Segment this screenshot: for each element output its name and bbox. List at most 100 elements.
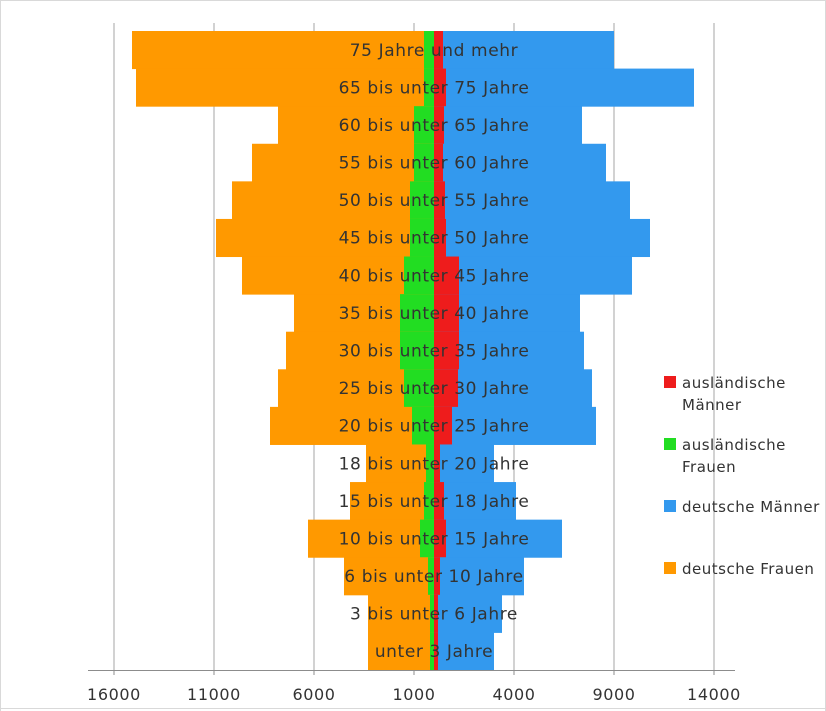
category-label-4: 50 bis unter 55 Jahre: [339, 191, 530, 211]
bar-deutsche-männer-16: [434, 632, 494, 671]
bar-ausländische-männer-15: [434, 594, 438, 633]
bar-ausländische-frauen-9: [404, 369, 434, 408]
bar-ausländische-männer-12: [434, 482, 444, 521]
category-label-6: 40 bis unter 45 Jahre: [339, 266, 530, 286]
frame-top-border: [0, 0, 826, 1]
bar-deutsche-männer-0: [434, 31, 614, 70]
category-label-14: 6 bis unter 10 Jahre: [344, 567, 523, 587]
bar-ausländische-frauen-7: [400, 294, 434, 333]
category-label-0: 75 Jahre und mehr: [350, 41, 518, 61]
legend-label-0: ausländische Männer: [682, 374, 786, 414]
category-label-8: 30 bis unter 35 Jahre: [339, 342, 530, 362]
legend-swatch-2: [664, 500, 676, 512]
bar-ausländische-männer-9: [434, 369, 458, 408]
bar-deutsche-männer-2: [434, 106, 582, 145]
x-axis: 16000 11000 6000 1000 4000 9000 14000: [87, 670, 741, 704]
bar-ausländische-männer-2: [434, 106, 444, 145]
bar-deutsche-frauen-5: [216, 218, 434, 258]
bar-ausländische-männer-5: [434, 218, 446, 258]
bar-ausländische-frauen-13: [420, 519, 434, 558]
bar-deutsche-männer-12: [434, 482, 516, 521]
x-tick-label-1: 11000: [187, 685, 241, 704]
category-label-5: 45 bis unter 50 Jahre: [339, 229, 530, 249]
legend-label-3: deutsche Frauen: [682, 560, 815, 578]
bar-deutsche-männer-15: [434, 594, 502, 633]
bar-ausländische-frauen-6: [404, 256, 434, 295]
x-tick-label-6: 14000: [687, 685, 741, 704]
bar-ausländische-männer-11: [434, 444, 440, 483]
frame-left-border: [0, 0, 1, 711]
bar-ausländische-frauen-15: [430, 594, 434, 633]
legend-swatch-0: [664, 376, 676, 388]
category-label-12: 15 bis unter 18 Jahre: [339, 492, 530, 512]
category-label-1: 65 bis unter 75 Jahre: [339, 78, 530, 98]
bar-ausländische-frauen-8: [400, 331, 434, 370]
bar-ausländische-männer-4: [434, 181, 445, 220]
bar-deutsche-frauen-6: [242, 256, 434, 295]
bar-deutsche-frauen-2: [278, 106, 434, 145]
x-tick-label-3: 1000: [392, 685, 435, 704]
category-label-7: 35 bis unter 40 Jahre: [339, 304, 530, 324]
bar-deutsche-frauen-16: [368, 632, 434, 671]
bar-deutsche-frauen-15: [368, 594, 434, 633]
bar-deutsche-männer-10: [434, 406, 596, 445]
bar-ausländische-frauen-3: [414, 143, 434, 182]
category-label-2: 60 bis unter 65 Jahre: [339, 116, 530, 136]
bar-ausländische-männer-8: [434, 331, 459, 370]
bar-ausländische-männer-10: [434, 406, 452, 445]
bar-ausländische-frauen-11: [426, 444, 434, 483]
bars: [132, 31, 694, 671]
bar-deutsche-männer-13: [434, 519, 562, 558]
bar-ausländische-männer-7: [434, 294, 459, 333]
bar-deutsche-frauen-12: [350, 482, 434, 521]
bar-deutsche-frauen-14: [344, 557, 434, 596]
bar-ausländische-männer-3: [434, 143, 443, 182]
bar-deutsche-frauen-1: [136, 68, 434, 107]
bar-ausländische-frauen-0: [424, 31, 434, 70]
category-label-15: 3 bis unter 6 Jahre: [350, 605, 518, 625]
bar-ausländische-frauen-5: [410, 218, 434, 258]
bar-deutsche-männer-11: [434, 444, 494, 483]
x-tick-label-0: 16000: [87, 685, 141, 704]
bar-ausländische-frauen-4: [410, 181, 434, 220]
bar-deutsche-männer-9: [434, 369, 592, 408]
legend-label-1: ausländische Frauen: [682, 436, 786, 476]
bar-deutsche-frauen-11: [366, 444, 434, 483]
bar-deutsche-männer-14: [434, 557, 524, 596]
bar-ausländische-frauen-12: [424, 482, 434, 521]
bar-deutsche-männer-3: [434, 143, 606, 182]
category-label-16: unter 3 Jahre: [375, 642, 493, 662]
bar-deutsche-frauen-10: [270, 406, 434, 445]
bar-ausländische-männer-1: [434, 68, 446, 107]
bar-ausländische-männer-13: [434, 519, 446, 558]
bar-ausländische-frauen-1: [424, 68, 434, 107]
x-tick-label-4: 4000: [492, 685, 535, 704]
category-label-10: 20 bis unter 25 Jahre: [339, 417, 530, 437]
bar-ausländische-frauen-16: [430, 632, 434, 671]
category-label-9: 25 bis unter 30 Jahre: [339, 379, 530, 399]
bar-deutsche-männer-6: [434, 256, 632, 295]
legend-swatch-3: [664, 562, 676, 574]
bar-deutsche-männer-1: [434, 68, 694, 107]
bar-ausländische-männer-14: [434, 557, 440, 596]
category-label-13: 10 bis unter 15 Jahre: [339, 529, 530, 549]
bar-deutsche-frauen-3: [252, 143, 434, 182]
x-tick-label-5: 9000: [592, 685, 635, 704]
bar-ausländische-männer-6: [434, 256, 459, 295]
bar-ausländische-frauen-2: [414, 106, 434, 145]
bar-deutsche-frauen-0: [132, 31, 434, 70]
frame-bottom-border: [0, 708, 826, 709]
bar-ausländische-männer-0: [434, 31, 443, 70]
legend-swatch-1: [664, 438, 676, 450]
bar-ausländische-frauen-10: [412, 406, 434, 445]
bar-ausländische-frauen-14: [428, 557, 434, 596]
bar-ausländische-männer-16: [434, 632, 438, 671]
legend-label-2: deutsche Männer: [682, 498, 820, 516]
category-label-3: 55 bis unter 60 Jahre: [339, 154, 530, 174]
category-labels: 75 Jahre und mehr 65 bis unter 75 Jahre 60…: [339, 41, 530, 662]
bar-deutsche-männer-4: [434, 181, 630, 220]
bar-deutsche-frauen-4: [232, 181, 434, 220]
bar-deutsche-frauen-13: [308, 519, 434, 558]
bar-deutsche-männer-5: [434, 218, 650, 258]
